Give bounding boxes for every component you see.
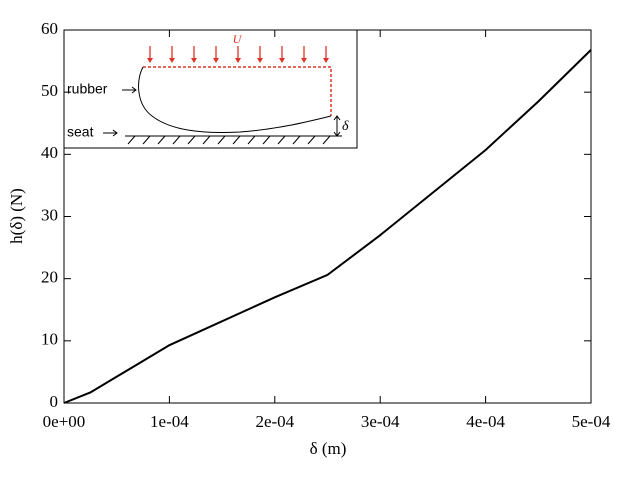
seat-label: seat xyxy=(67,124,94,140)
rubber-outline xyxy=(138,66,332,133)
data-line xyxy=(63,49,592,404)
y-tick-label: 0 xyxy=(50,392,59,411)
y-axis-label: h(δ) (N) xyxy=(7,188,26,244)
y-tick-label: 20 xyxy=(41,268,58,287)
y-tick-label: 10 xyxy=(41,330,58,349)
loaded-edge xyxy=(143,66,332,116)
y-tick-label: 40 xyxy=(41,143,58,162)
x-tick-label: 3e-04 xyxy=(361,412,400,431)
x-tick-label: 4e-04 xyxy=(466,412,505,431)
x-axis-label: δ (m) xyxy=(310,439,347,458)
load-label: U xyxy=(233,32,243,46)
load-arrows xyxy=(149,46,327,60)
x-tick-label: 2e-04 xyxy=(255,412,294,431)
x-tick-label: 5e-04 xyxy=(572,412,611,431)
inset-frame xyxy=(63,29,358,149)
gap-arrow xyxy=(333,115,341,137)
y-tick-label: 30 xyxy=(41,205,58,224)
label-arrows xyxy=(103,86,137,137)
y-tick-label: 50 xyxy=(41,81,58,100)
x-tick-label: 0e+00 xyxy=(43,412,86,431)
x-tick-label: 1e-04 xyxy=(150,412,189,431)
load-arrowheads xyxy=(147,58,329,63)
inset: U rubber seat δ xyxy=(63,29,592,404)
seat-hatch xyxy=(127,135,331,145)
rubber-label: rubber xyxy=(67,81,108,97)
gap-label: δ xyxy=(342,119,349,134)
y-tick-label: 60 xyxy=(41,19,58,38)
